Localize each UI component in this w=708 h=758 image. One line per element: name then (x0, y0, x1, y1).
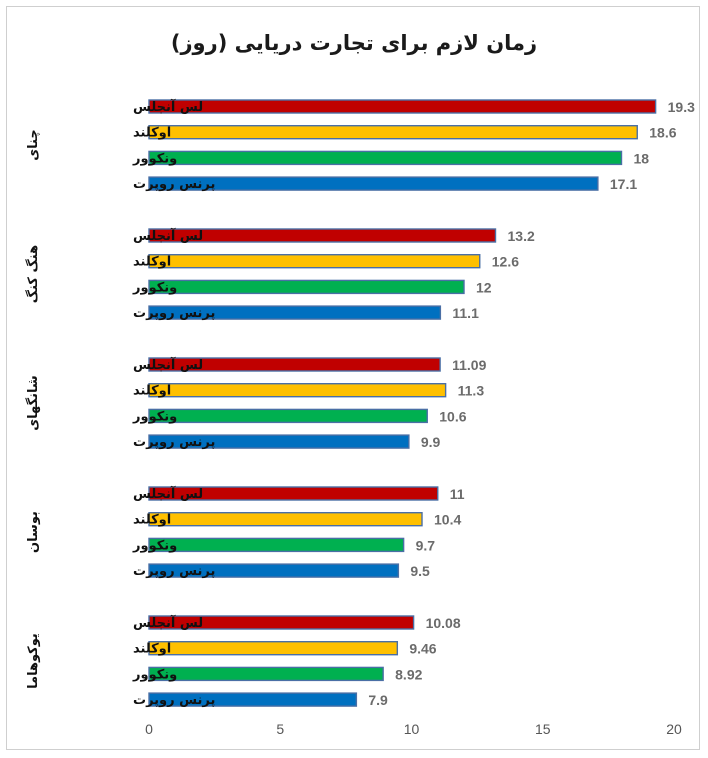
bar (148, 641, 399, 656)
x-tick-label: 10 (404, 721, 420, 737)
data-label: 11 (450, 486, 465, 502)
category-label: اوکلند (133, 384, 171, 399)
bar (148, 615, 415, 630)
category-label: ونکوور (132, 667, 177, 682)
category-label: لس آنجلس (133, 98, 203, 115)
data-label: 7.9 (368, 692, 388, 708)
group-label: چنای (26, 129, 41, 160)
data-label: 10.4 (434, 512, 461, 528)
category-label: پرنس روپرت (133, 435, 215, 450)
data-label: 11.3 (458, 383, 485, 399)
data-label: 18.6 (649, 125, 676, 141)
bar (148, 99, 657, 114)
bar (148, 434, 410, 449)
bar (148, 408, 428, 424)
data-label: 9.9 (421, 434, 441, 450)
bar (148, 666, 384, 682)
chart-title: زمان لازم برای تجارت دریایی (روز) (171, 31, 537, 55)
data-label: 9.5 (410, 563, 430, 579)
category-label: لس آنجلس (133, 227, 203, 244)
category-label: اوکلند (133, 513, 171, 528)
x-tick-label: 20 (666, 721, 682, 737)
bar (148, 253, 481, 269)
data-label: 12 (476, 279, 492, 295)
category-label: اوکلند (133, 126, 171, 141)
x-tick-label: 5 (276, 721, 284, 737)
bar (148, 176, 599, 191)
category-label: ونکوور (132, 151, 177, 166)
data-label: 9.7 (416, 537, 436, 553)
data-label: 19.3 (668, 99, 695, 115)
category-label: اوکلند (133, 642, 171, 657)
group-label: یوکوهاما (26, 633, 41, 689)
bar (148, 512, 423, 527)
bar (148, 383, 447, 398)
bar (148, 563, 400, 578)
bar (148, 692, 358, 707)
bar (148, 279, 465, 295)
data-label: 9.46 (409, 641, 436, 657)
x-tick-label: 15 (535, 721, 551, 737)
category-label: پرنس روپرت (133, 693, 215, 708)
bar (148, 357, 441, 372)
category-label: پرنس روپرت (133, 306, 215, 321)
category-label: ونکوور (132, 280, 177, 295)
data-label: 8.92 (395, 666, 422, 682)
bar (148, 537, 405, 553)
data-label: 10.08 (426, 615, 461, 631)
data-label: 11.1 (452, 305, 479, 321)
bar (148, 124, 638, 140)
data-label: 17.1 (610, 176, 637, 192)
category-label: لس آنجلس (133, 356, 203, 373)
group-label: بوسان (26, 511, 41, 553)
plot-area: چنای لس آنجلس 19.3 اوکلند 18.6 ونکوور 18 پرنس ر… (25, 98, 695, 737)
group-label: شانگهای (25, 375, 41, 431)
data-label: 11.09 (452, 357, 486, 373)
category-label: ونکوور (132, 409, 177, 424)
data-label: 12.6 (492, 254, 519, 270)
category-label: اوکلند (133, 255, 171, 270)
category-label: ونکوور (132, 538, 177, 553)
data-label: 13.2 (508, 228, 535, 244)
category-label: لس آنجلس (133, 614, 203, 631)
bar (148, 486, 439, 501)
category-label: پرنس روپرت (133, 564, 215, 579)
data-label: 18 (634, 150, 650, 166)
data-label: 10.6 (439, 408, 466, 424)
category-label: پرنس روپرت (133, 177, 215, 192)
x-tick-label: 0 (145, 721, 153, 737)
bar (148, 305, 442, 320)
bar (148, 228, 497, 243)
category-label: لس آنجلس (133, 485, 203, 502)
bar (148, 150, 623, 166)
group-label: هنگ کنگ (25, 245, 41, 303)
